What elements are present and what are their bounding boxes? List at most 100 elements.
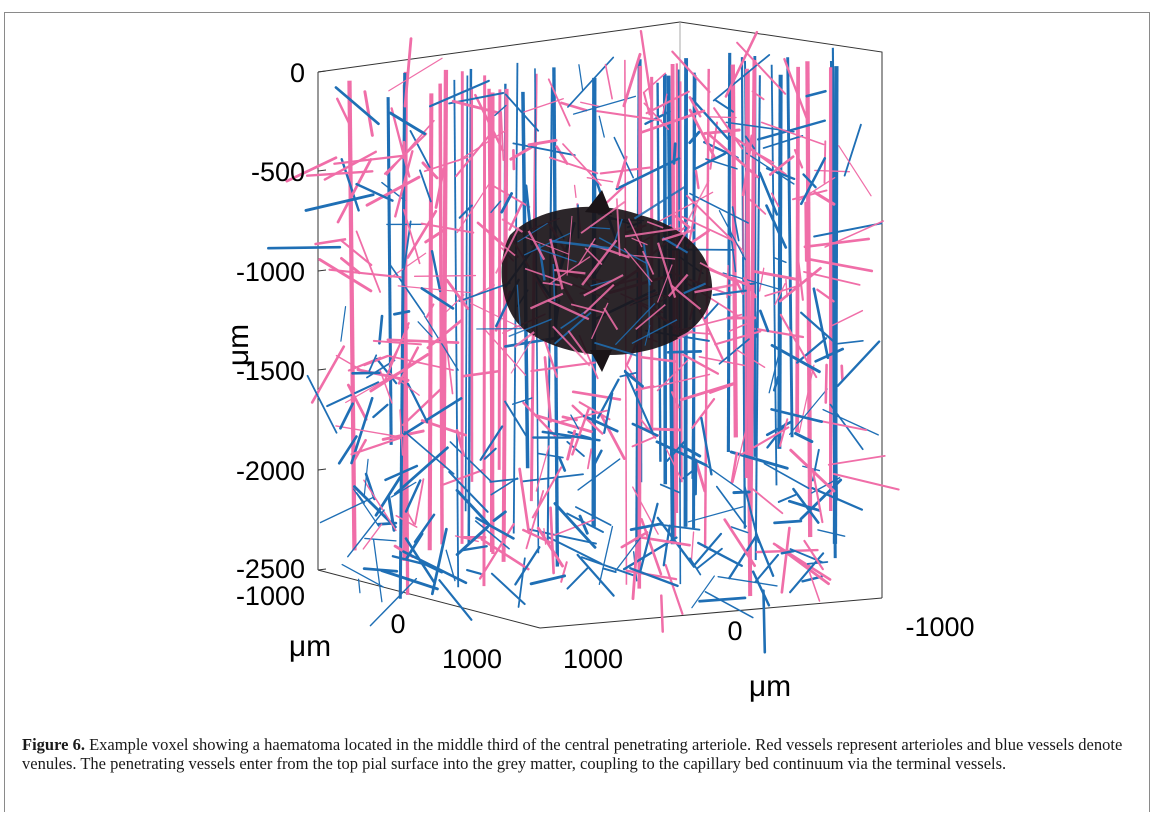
z-tick-mark (317, 468, 327, 471)
capillary-segment (382, 322, 410, 384)
capillary-segment (712, 289, 747, 297)
capillary-segment (656, 523, 701, 531)
overlay-vessel (527, 230, 546, 261)
overlay-vessel (550, 239, 610, 250)
capillary-segment (388, 263, 425, 316)
capillary-segment (639, 502, 659, 573)
capillary-segment (796, 255, 804, 301)
capillary-segment (363, 479, 397, 532)
capillary-segment (655, 440, 708, 467)
capillary-segment (393, 446, 449, 496)
capillary-segment (440, 469, 484, 487)
capillary-segment (631, 434, 660, 448)
capillary-segment (827, 454, 886, 466)
capillary-segment (393, 310, 411, 316)
overlay-vessel (661, 228, 696, 241)
capillary-segment (500, 192, 514, 214)
capillary-segment (425, 303, 435, 319)
capillary-segment (604, 63, 613, 100)
capillary-segment (785, 278, 788, 298)
capillary-segment (626, 364, 638, 381)
capillary-segment (474, 93, 505, 152)
capillary-segment (351, 371, 381, 375)
x-axis-ticks: 1000 0 -1000 (563, 612, 975, 674)
capillary-segment (357, 578, 361, 594)
capillary-segment (799, 478, 843, 521)
capillary-segment (504, 93, 540, 132)
capillary-segment (832, 340, 864, 346)
capillary-segment (335, 425, 399, 438)
capillary-segment (768, 155, 795, 176)
capillary-segment (639, 30, 653, 101)
overlay-vessel (627, 254, 676, 260)
overlay-vessel (614, 303, 656, 346)
capillary-segment (458, 282, 511, 302)
capillary-segment (730, 451, 739, 484)
overlay-vessel (516, 284, 521, 326)
capillary-segment (388, 57, 443, 92)
overlay-vessel (590, 279, 613, 287)
overlay-vessel (699, 261, 739, 285)
capillary-segment (699, 460, 743, 492)
penetrating-vessel (805, 61, 813, 538)
capillary-segment (620, 531, 649, 549)
capillary-segment (456, 183, 490, 234)
capillary-segment (372, 339, 422, 346)
overlay-vessel (566, 215, 573, 276)
capillary-segment (543, 338, 558, 378)
capillary-segment (755, 532, 775, 577)
capillary-segment (780, 526, 791, 594)
capillary-segment (368, 354, 378, 372)
capillary-segment (346, 383, 368, 421)
overlay-vessel (642, 250, 655, 275)
overlay-vessel (633, 185, 686, 220)
capillary-segment (567, 56, 615, 108)
overlay-vessel (577, 237, 596, 266)
capillary-segment (598, 115, 605, 138)
penetrating-vessel (777, 74, 783, 449)
capillary-segment (694, 152, 727, 170)
z-tick-mark (317, 269, 327, 272)
capillary-segment (571, 404, 604, 435)
capillary-segment (777, 493, 797, 503)
capillary-segment (500, 110, 505, 161)
penetrating-vessel (464, 75, 469, 512)
capillary-segment (566, 567, 589, 590)
capillary-segment (743, 276, 757, 299)
capillary-segment (483, 447, 497, 460)
capillary-segment (406, 512, 415, 525)
capillary-segment (448, 470, 489, 513)
overlay-vessel (657, 264, 673, 303)
capillary-segment (385, 119, 435, 176)
overlay-vessel (508, 318, 552, 338)
capillary-segment (803, 237, 871, 249)
overlay-vessel (524, 267, 573, 286)
capillary-segment (512, 397, 533, 405)
capillary-segment (356, 368, 410, 382)
penetrating-vessel (487, 88, 495, 555)
capillary-segment (402, 208, 421, 265)
capillary-segment (843, 123, 862, 177)
capillary-segment (402, 550, 468, 585)
penetrating-vessel (427, 93, 434, 551)
capillary-segment (741, 426, 790, 456)
capillary-segment (728, 534, 758, 580)
capillary-segment (404, 431, 455, 475)
capillary-segment (395, 514, 418, 528)
y-tick-label: 0 (390, 609, 405, 639)
capillary-segment (512, 142, 576, 157)
capillary-segment (814, 169, 851, 173)
capillary-segment (670, 391, 680, 409)
capillary-segment (666, 350, 703, 354)
capillary-segment (688, 130, 701, 145)
capillary-segment (560, 101, 588, 112)
capillary-segment (833, 472, 900, 491)
capillary-segment (772, 375, 780, 392)
capillary-segment (518, 467, 531, 535)
x-tick-label: 0 (727, 616, 742, 646)
capillary-segment (664, 563, 684, 616)
capillary-segment (694, 169, 700, 190)
capillary-segment (573, 184, 577, 198)
capillary-segment (681, 215, 734, 242)
overlay-vessel (510, 335, 536, 374)
